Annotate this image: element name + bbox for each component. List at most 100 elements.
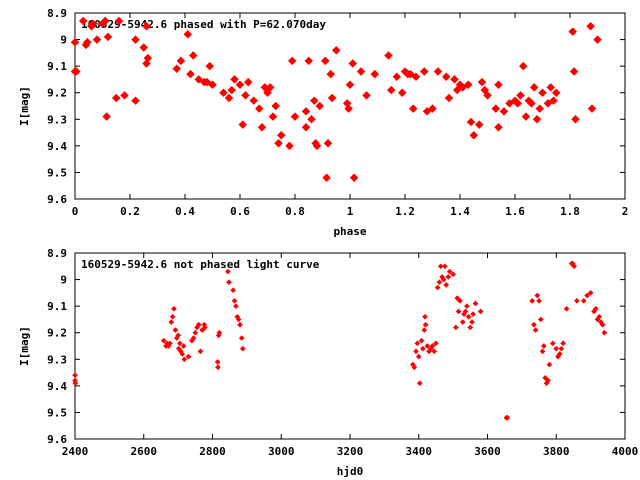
y-tick-label: 9.6 (47, 193, 67, 206)
data-point (249, 96, 258, 105)
x-tick-label: 0 (72, 205, 79, 218)
data-point (241, 91, 250, 100)
data-point (593, 35, 602, 44)
data-point (560, 340, 566, 347)
data-point (266, 83, 275, 92)
data-point (469, 130, 478, 140)
data-point (348, 59, 357, 68)
data-point (322, 173, 331, 182)
data-point (552, 88, 561, 97)
data-point (453, 324, 459, 331)
data-point (398, 88, 407, 97)
data-point (171, 305, 177, 312)
data-point (321, 56, 330, 66)
x-tick-label: 1.2 (395, 205, 415, 218)
data-point (494, 123, 503, 132)
data-point (307, 115, 316, 124)
data-point (529, 298, 536, 304)
data-point (586, 22, 595, 31)
data-point (424, 343, 431, 349)
data-point (230, 75, 239, 84)
data-point (422, 321, 429, 328)
data-point (411, 364, 418, 371)
data-point (436, 279, 443, 286)
y-axis-label: I[mag] (18, 86, 31, 126)
data-point (183, 30, 192, 39)
data-point (437, 263, 444, 270)
data-point (169, 313, 176, 320)
data-point (418, 337, 425, 344)
data-point (177, 340, 183, 347)
data-point (139, 43, 148, 52)
data-point (475, 120, 484, 129)
x-tick-label: 0.6 (230, 205, 250, 218)
data-point (227, 85, 236, 95)
data-point (571, 263, 577, 270)
data-point (112, 93, 121, 103)
data-point (465, 313, 472, 320)
data-point (233, 303, 239, 309)
data-point (444, 93, 454, 103)
data-point (414, 340, 421, 347)
data-point (541, 343, 547, 349)
data-point (219, 88, 228, 97)
data-point (167, 340, 173, 347)
data-point (445, 274, 452, 280)
data-point (257, 123, 267, 132)
data-point (301, 107, 311, 116)
data-point (274, 138, 283, 148)
y-tick-label: 9 (60, 274, 67, 287)
data-point (224, 93, 234, 103)
y-tick-label: 9.3 (47, 113, 67, 126)
data-point (387, 85, 396, 95)
data-point (143, 53, 153, 63)
data-point (181, 356, 188, 363)
data-point (462, 308, 469, 315)
x-axis-label: phase (333, 225, 366, 238)
data-point (268, 112, 278, 121)
data-point (494, 80, 503, 89)
data-point (592, 305, 599, 312)
x-tick-label: 0.8 (285, 205, 305, 218)
data-point (434, 284, 441, 291)
data-point (255, 104, 264, 113)
y-tick-label: 9.4 (47, 140, 67, 153)
data-point (285, 141, 294, 151)
data-point (532, 115, 542, 124)
data-point (70, 37, 80, 47)
data-point (197, 348, 204, 355)
data-point (516, 91, 525, 100)
phased-light-curve-plot: 0 0.2 0.4 0.6 0.8 1 1.2 1.4 1.6 1.8 2 8.9 9 9.1 9.2 9.3… (18, 7, 628, 238)
data-point (477, 308, 484, 315)
data-point (443, 282, 450, 288)
data-point (459, 319, 466, 325)
x-tick-label: 3000 (268, 445, 295, 458)
data-point (384, 51, 393, 60)
data-point (230, 287, 236, 294)
data-point (549, 340, 556, 347)
data-point (416, 380, 423, 387)
x-tick-label: 3200 (337, 445, 364, 458)
data-point (327, 93, 337, 103)
data-point (466, 117, 476, 127)
data-point (537, 316, 544, 323)
y-tick-label: 9.5 (47, 406, 67, 419)
data-point (304, 56, 313, 66)
data-point (467, 324, 474, 331)
data-point (310, 96, 319, 105)
data-point (534, 292, 541, 299)
data-point (601, 329, 608, 336)
x-tick-label: 1.6 (505, 205, 525, 218)
data-point (179, 351, 186, 357)
data-point (483, 91, 492, 100)
data-point (519, 61, 528, 71)
data-point (535, 104, 544, 113)
data-point (596, 313, 603, 320)
data-point (504, 414, 511, 421)
data-point (72, 380, 79, 387)
data-point (568, 27, 577, 36)
data-point (214, 359, 221, 365)
data-point (176, 56, 186, 66)
data-point (491, 104, 500, 113)
x-tick-label: 1.4 (450, 205, 470, 218)
